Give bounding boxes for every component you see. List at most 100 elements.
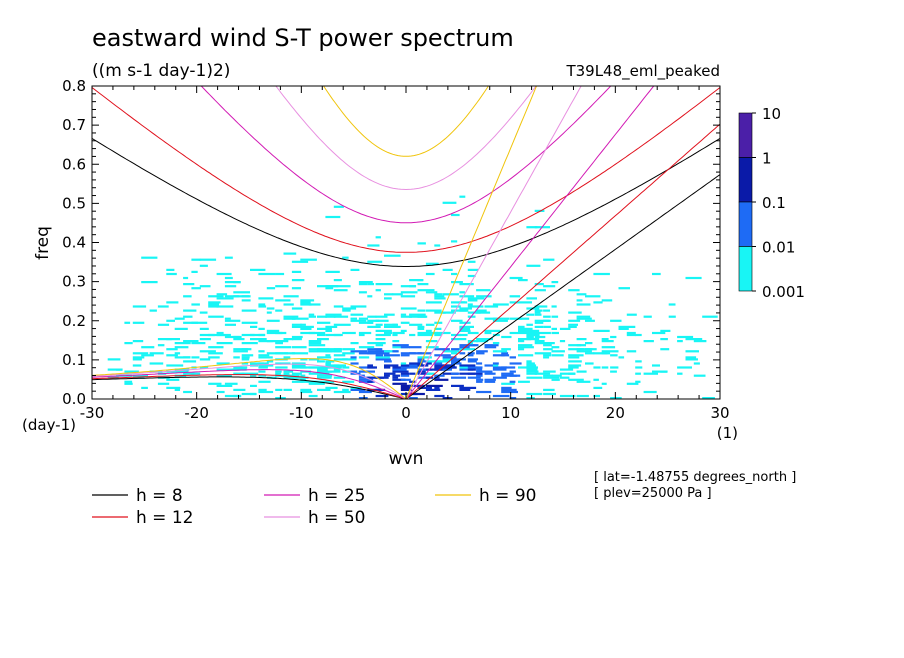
heat-cell <box>459 291 465 294</box>
heat-cell <box>241 354 254 357</box>
heat-cell <box>291 338 302 341</box>
heat-cell <box>652 364 660 367</box>
heat-cell <box>417 364 429 367</box>
heat-cell <box>166 348 178 351</box>
heat-cell <box>367 260 383 263</box>
heat-cell <box>534 209 545 212</box>
heat-cell <box>434 360 451 363</box>
heat-cell <box>451 358 466 361</box>
heat-cell <box>476 338 493 341</box>
heat-cell <box>258 354 270 357</box>
heat-cell <box>233 338 245 341</box>
heat-cell <box>333 354 346 357</box>
heat-cell <box>241 299 251 302</box>
colorbar-label: 0.01 <box>762 239 795 257</box>
heat-cell <box>484 329 501 332</box>
heat-cell <box>350 356 357 359</box>
heat-cell <box>459 366 470 369</box>
heat-cell <box>576 344 586 347</box>
heat-cell <box>610 319 622 322</box>
x-tick-label: 0 <box>401 404 411 422</box>
heat-cell <box>425 368 442 371</box>
heat-cell <box>442 358 457 361</box>
heat-cell <box>275 285 289 288</box>
heat-cell <box>350 362 359 365</box>
heat-cell <box>283 315 299 318</box>
heat-cell <box>417 279 424 282</box>
heat-cell <box>518 327 533 330</box>
heat-cell <box>275 366 288 369</box>
heat-cell <box>442 293 459 296</box>
heat-cell <box>492 354 505 357</box>
heat-cell <box>384 374 390 377</box>
heat-cell <box>183 360 197 363</box>
heat-cell <box>509 356 516 359</box>
heat-cell <box>518 348 525 351</box>
heat-cell <box>425 301 442 304</box>
heat-cell <box>233 356 240 359</box>
heat-cell <box>333 368 341 371</box>
heat-cell <box>258 340 273 343</box>
heat-cell <box>333 358 348 361</box>
y-tick-label: 0.0 <box>62 390 86 408</box>
heat-cell <box>141 354 154 357</box>
heat-cell <box>392 376 399 379</box>
heat-cell <box>124 342 133 345</box>
heat-cell <box>283 252 297 255</box>
heat-cell <box>157 344 165 347</box>
heat-cell <box>275 340 289 343</box>
heat-cell <box>216 272 232 276</box>
dispersion-curve <box>405 86 655 399</box>
heat-cell <box>367 366 377 369</box>
heat-cell <box>568 364 582 367</box>
heat-cell <box>509 295 521 298</box>
heat-cell <box>693 362 700 365</box>
heat-cell <box>124 380 133 383</box>
heat-cell <box>384 323 398 326</box>
heat-cell <box>283 317 296 320</box>
heat-cell <box>325 370 341 373</box>
heat-cell <box>425 372 435 375</box>
heat-cell <box>526 362 535 365</box>
heat-cell <box>342 331 356 335</box>
heat-cell <box>342 352 355 355</box>
heat-cell <box>384 360 392 363</box>
heat-cell <box>157 382 170 385</box>
heat-cell <box>300 331 316 335</box>
heat-cell <box>543 392 556 396</box>
heat-cell <box>518 340 525 343</box>
heat-cell <box>300 323 306 326</box>
heat-cell <box>568 360 582 363</box>
heat-cell <box>518 331 528 335</box>
heat-cell <box>534 335 546 339</box>
heat-cell <box>400 386 411 389</box>
heat-cell <box>166 378 180 381</box>
heat-cell <box>409 333 416 337</box>
heat-cell <box>476 362 483 365</box>
heat-cell <box>400 307 417 310</box>
heat-cell <box>601 382 607 385</box>
heat-cell <box>484 378 496 381</box>
heat-cell <box>618 287 630 290</box>
heat-cell <box>300 364 306 367</box>
heat-cell <box>451 366 457 369</box>
heat-cell <box>300 327 312 330</box>
heat-cell <box>425 346 439 349</box>
heat-cell <box>417 358 425 361</box>
heat-cell <box>534 352 552 355</box>
heat-cell <box>501 386 512 389</box>
heat-cell <box>601 340 614 343</box>
heat-cell <box>266 360 274 363</box>
heat-cell <box>183 356 191 359</box>
heat-cell <box>216 331 224 335</box>
heat-cell <box>568 372 576 375</box>
heat-cell <box>442 364 455 367</box>
heat-cell <box>392 293 403 296</box>
heat-cell <box>392 350 399 353</box>
heat-cell <box>275 309 283 312</box>
heat-cell <box>250 338 267 341</box>
heat-cell <box>333 315 349 318</box>
heat-cell <box>476 390 492 394</box>
heat-cell <box>467 340 479 343</box>
heat-cell <box>132 305 147 308</box>
